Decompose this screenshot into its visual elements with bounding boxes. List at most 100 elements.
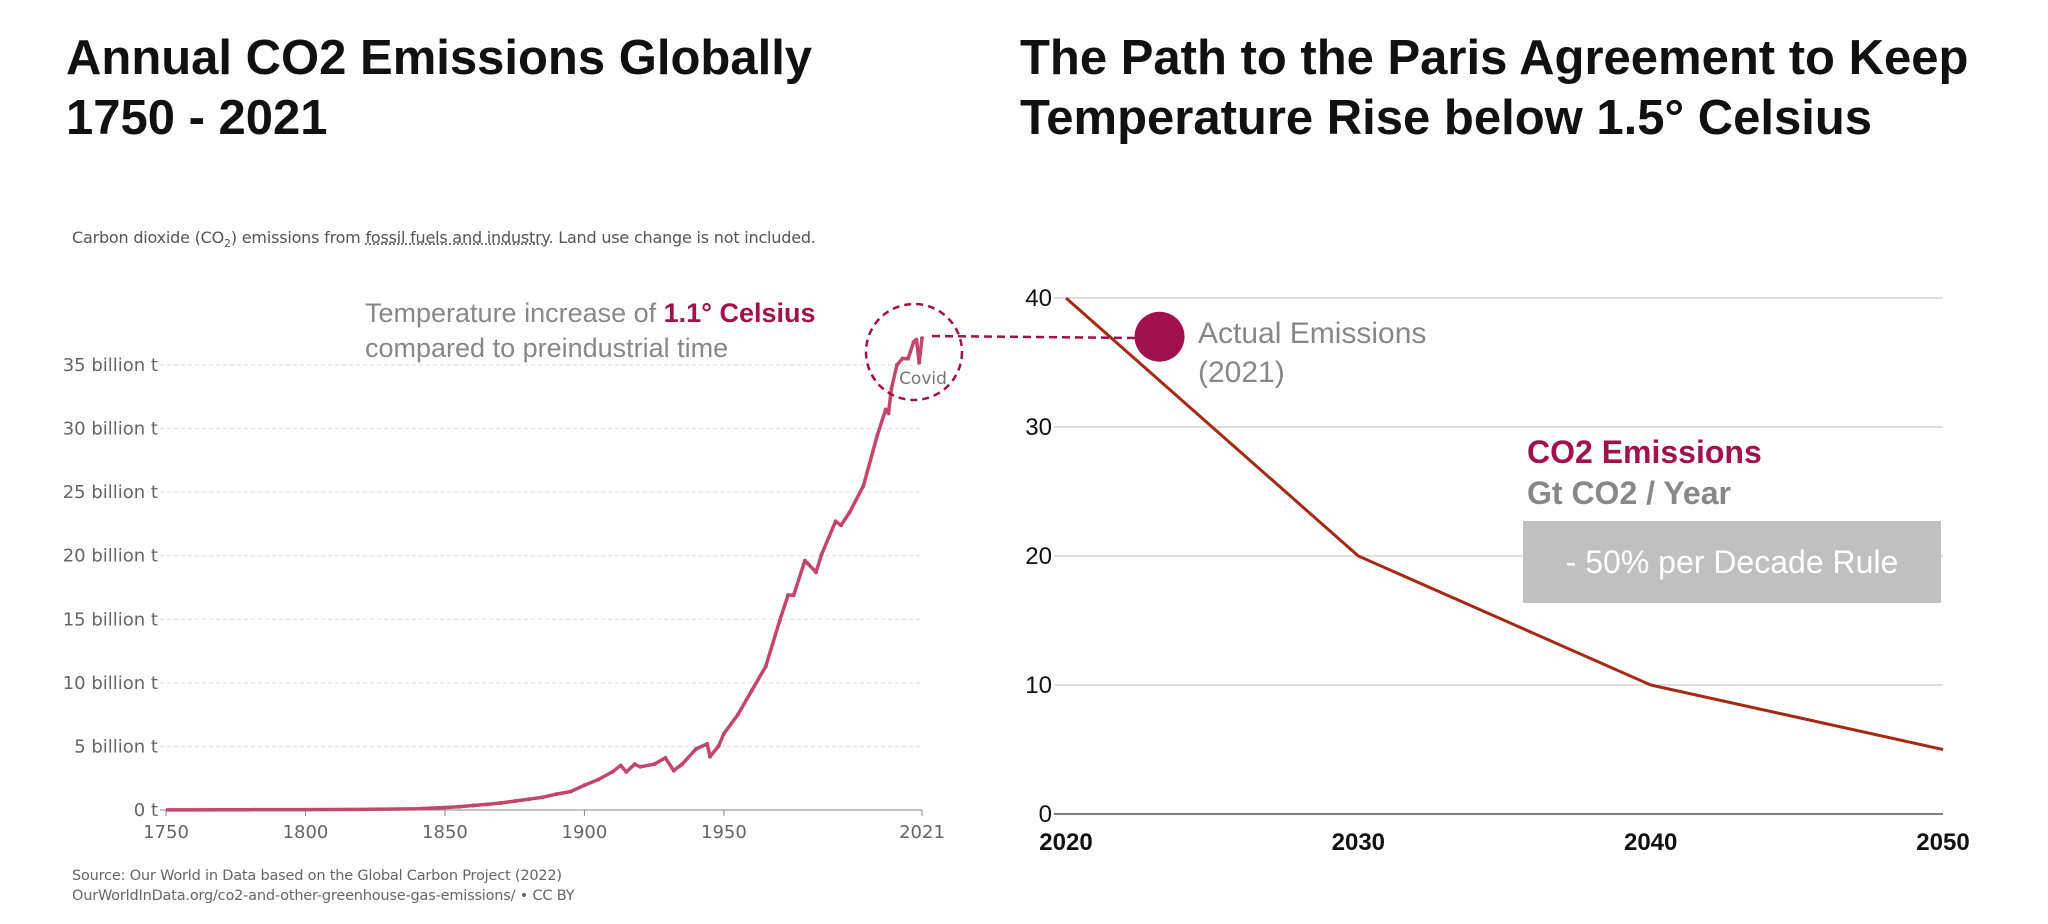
- left-data-point: [889, 387, 894, 392]
- left-chart-source: Source: Our World in Data based on the G…: [72, 866, 575, 906]
- left-data-point: [883, 407, 888, 412]
- left-data-point: [920, 336, 924, 341]
- right-y-tick-label: 30: [1025, 414, 1052, 441]
- left-data-point: [813, 570, 818, 575]
- left-data-point: [894, 363, 899, 367]
- left-data-point: [914, 337, 919, 342]
- right-y-tick-label: 20: [1025, 543, 1052, 570]
- left-data-point: [610, 769, 615, 774]
- left-data-point: [819, 552, 824, 557]
- subtitle-link[interactable]: fossil fuels and industry: [365, 228, 549, 247]
- left-y-tick-label: 35 billion t: [63, 355, 158, 376]
- left-data-point: [707, 754, 712, 759]
- left-series-points: [442, 336, 924, 810]
- left-data-point: [638, 764, 643, 769]
- left-data-point: [671, 768, 676, 773]
- legend-line2: (2021): [1198, 356, 1285, 389]
- left-data-point: [618, 763, 623, 768]
- right-y-axis: 0 10 20 30 40: [1025, 285, 1052, 828]
- left-x-axis: 1750 1800 1850 1900 1950 2021: [143, 810, 945, 843]
- actual-emissions-label: Actual Emissions (2021): [1198, 314, 1426, 392]
- left-x-tick-label: 1800: [283, 822, 329, 843]
- left-data-point: [554, 792, 559, 797]
- left-data-point: [498, 801, 503, 806]
- left-chart-title: Annual CO2 Emissions Globally 1750 - 202…: [66, 28, 986, 148]
- legend-line1: Actual Emissions: [1198, 317, 1427, 350]
- left-data-point: [596, 777, 601, 782]
- left-grid: [160, 364, 922, 811]
- left-data-point: [786, 593, 791, 598]
- temperature-annotation: Temperature increase of 1.1° Celsius com…: [365, 296, 816, 366]
- right-x-tick-label: 2050: [1916, 829, 1969, 856]
- right-x-tick-label: 2020: [1039, 829, 1092, 856]
- left-data-point: [906, 356, 911, 361]
- subtitle-mid: ) emissions from: [230, 228, 366, 247]
- left-title-line1: Annual CO2 Emissions Globally: [66, 31, 813, 85]
- right-x-axis: 2020 2030 2040 2050: [1039, 829, 1969, 856]
- left-data-point: [805, 561, 810, 566]
- left-x-tick-label: 1950: [701, 822, 747, 843]
- left-data-point: [917, 360, 922, 365]
- left-data-point: [442, 805, 447, 810]
- actual-emissions-marker: [1134, 311, 1185, 362]
- left-y-tick-label: 30 billion t: [63, 419, 158, 440]
- left-data-point: [802, 558, 807, 563]
- left-data-point: [735, 712, 740, 717]
- left-data-point: [749, 688, 754, 693]
- covid-highlight-circle: [864, 302, 964, 402]
- left-data-point: [484, 802, 489, 807]
- annotation-highlight: 1.1° Celsius: [663, 298, 816, 328]
- left-data-point: [705, 741, 710, 746]
- right-x-tick-label: 2040: [1624, 829, 1677, 856]
- left-data-point: [526, 797, 531, 802]
- left-x-tick-label: 2021: [899, 822, 945, 843]
- left-y-tick-label: 15 billion t: [63, 609, 158, 630]
- left-data-point: [886, 411, 891, 416]
- left-y-tick-label: 10 billion t: [63, 673, 158, 694]
- left-data-point: [777, 618, 782, 623]
- annotation-pre: Temperature increase of: [365, 298, 664, 328]
- left-chart: 0 t 5 billion t 10 billion t 15 billion t 20…: [63, 302, 964, 843]
- right-y-tick-label: 40: [1025, 285, 1052, 312]
- left-y-tick-label: 25 billion t: [63, 482, 158, 503]
- left-data-point: [456, 804, 461, 809]
- left-data-point: [624, 769, 629, 774]
- left-y-tick-label: 0 t: [134, 800, 158, 821]
- source-line1: Source: Our World in Data based on the G…: [72, 868, 562, 884]
- left-data-point: [875, 432, 880, 437]
- left-title-line2: 1750 - 2021: [66, 91, 328, 145]
- subtitle-post: . Land use change is not included.: [548, 228, 816, 247]
- subtitle-pre: Carbon dioxide (CO: [72, 228, 225, 247]
- left-data-point: [582, 783, 587, 788]
- left-y-axis: 0 t 5 billion t 10 billion t 15 billion t 20…: [63, 355, 158, 821]
- series-unit: Gt CO2 / Year: [1527, 475, 1731, 511]
- right-x-tick-label: 2030: [1332, 829, 1385, 856]
- left-y-tick-label: 20 billion t: [63, 546, 158, 567]
- series-label: CO2 Emissions Gt CO2 / Year: [1527, 432, 1762, 514]
- left-data-point: [512, 799, 517, 804]
- rule-box: - 50% per Decade Rule: [1523, 521, 1941, 603]
- right-y-tick-label: 0: [1039, 801, 1052, 828]
- subtitle-sub: 2: [224, 237, 231, 251]
- left-data-point: [911, 340, 916, 345]
- left-data-point: [540, 795, 545, 800]
- left-data-point: [763, 664, 768, 669]
- series-name: CO2 Emissions: [1527, 434, 1762, 470]
- left-series-line: [166, 337, 924, 812]
- left-x-tick-label: 1750: [143, 822, 189, 843]
- source-line2[interactable]: OurWorldInData.org/co2-and-other-greenho…: [72, 888, 575, 904]
- left-x-tick-label: 1900: [562, 822, 608, 843]
- left-data-point: [652, 762, 657, 767]
- right-chart-title: The Path to the Paris Agreement to Keep …: [1020, 28, 2048, 148]
- left-data-point: [663, 755, 668, 760]
- left-x-tick-label: 1850: [422, 822, 468, 843]
- left-data-point: [861, 483, 866, 488]
- left-data-point: [716, 744, 721, 749]
- left-data-point: [694, 746, 699, 751]
- left-chart-subtitle: Carbon dioxide (CO2) emissions from foss…: [72, 228, 816, 250]
- left-data-point: [721, 731, 726, 736]
- left-data-point: [847, 510, 852, 515]
- left-data-point: [568, 789, 573, 794]
- left-data-point: [632, 762, 637, 767]
- right-y-tick-label: 10: [1025, 672, 1052, 699]
